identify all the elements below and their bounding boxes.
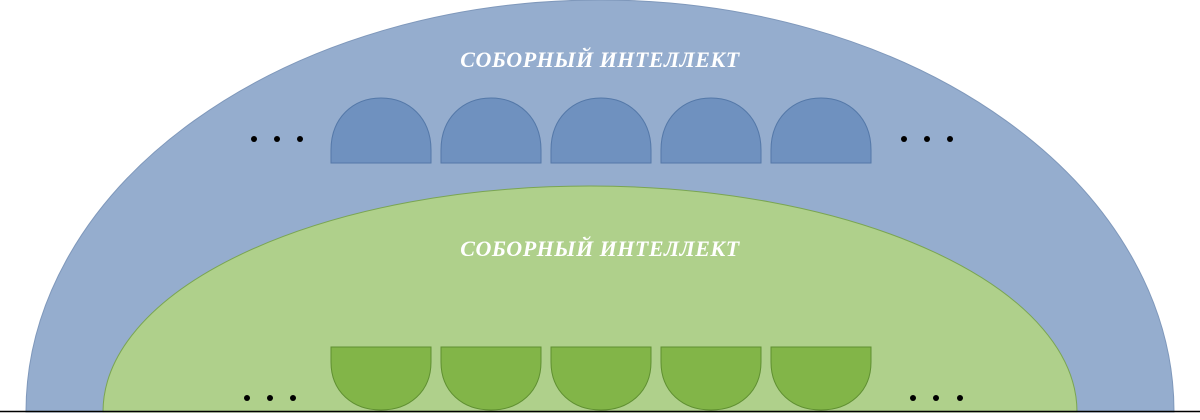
ellipsis-dot	[933, 395, 939, 401]
inner-unit	[330, 346, 432, 411]
ellipsis-dot	[901, 136, 907, 142]
ellipsis-dot	[947, 136, 953, 142]
outer-ellipsis-right	[901, 136, 953, 142]
inner-unit-row	[330, 346, 872, 411]
ellipsis-dot	[267, 395, 273, 401]
inner-unit	[770, 346, 872, 411]
inner-ellipsis-left	[244, 395, 296, 401]
outer-unit	[660, 97, 762, 164]
outer-unit	[440, 97, 542, 164]
ellipsis-dot	[274, 136, 280, 142]
inner-ellipsis-right	[910, 395, 963, 401]
ellipsis-dot	[290, 395, 296, 401]
ellipsis-dot	[957, 395, 963, 401]
ellipsis-dot	[244, 395, 250, 401]
ellipsis-dot	[297, 136, 303, 142]
inner-unit	[550, 346, 652, 411]
ellipsis-dot	[251, 136, 257, 142]
inner-unit	[660, 346, 762, 411]
outer-unit	[770, 97, 872, 164]
ellipsis-dot	[924, 136, 930, 142]
inner-region-label: СОБОРНЫЙ ИНТЕЛЛЕКТ	[460, 236, 741, 261]
inner-unit	[440, 346, 542, 411]
outer-ellipsis-left	[251, 136, 303, 142]
outer-region-label: СОБОРНЫЙ ИНТЕЛЛЕКТ	[460, 47, 741, 72]
outer-unit	[330, 97, 432, 164]
ellipsis-dot	[910, 395, 916, 401]
outer-unit-row	[330, 97, 872, 164]
outer-unit	[550, 97, 652, 164]
